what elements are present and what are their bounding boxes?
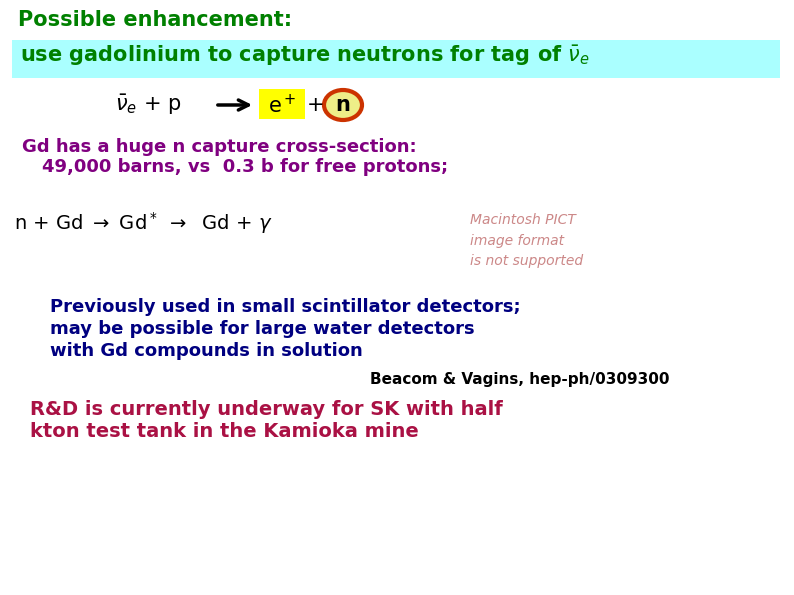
Ellipse shape <box>324 90 362 120</box>
Text: $\bar{\nu}_e$ + p: $\bar{\nu}_e$ + p <box>115 93 181 117</box>
Text: n + Gd $\rightarrow$ Gd$^*$ $\rightarrow$  Gd + $\gamma$: n + Gd $\rightarrow$ Gd$^*$ $\rightarrow… <box>14 210 272 236</box>
Text: may be possible for large water detectors: may be possible for large water detector… <box>50 320 475 338</box>
Text: e$^+$: e$^+$ <box>268 93 296 117</box>
Text: use gadolinium to capture neutrons for tag of $\bar{\nu}_e$: use gadolinium to capture neutrons for t… <box>20 44 590 68</box>
Text: Gd has a huge n capture cross-section:: Gd has a huge n capture cross-section: <box>22 138 417 156</box>
Text: 49,000 barns, vs  0.3 b for free protons;: 49,000 barns, vs 0.3 b for free protons; <box>42 158 448 176</box>
Text: Beacom & Vagins, hep-ph/0309300: Beacom & Vagins, hep-ph/0309300 <box>370 372 669 387</box>
Text: R&D is currently underway for SK with half: R&D is currently underway for SK with ha… <box>30 400 503 419</box>
Text: Possible enhancement:: Possible enhancement: <box>18 10 292 30</box>
Text: Macintosh PICT
image format
is not supported: Macintosh PICT image format is not suppo… <box>470 213 583 268</box>
FancyBboxPatch shape <box>259 89 305 119</box>
Text: Previously used in small scintillator detectors;: Previously used in small scintillator de… <box>50 298 521 316</box>
Text: n: n <box>336 95 350 115</box>
Text: with Gd compounds in solution: with Gd compounds in solution <box>50 342 363 360</box>
Text: +: + <box>307 95 325 115</box>
FancyBboxPatch shape <box>12 40 780 78</box>
Text: kton test tank in the Kamioka mine: kton test tank in the Kamioka mine <box>30 422 418 441</box>
